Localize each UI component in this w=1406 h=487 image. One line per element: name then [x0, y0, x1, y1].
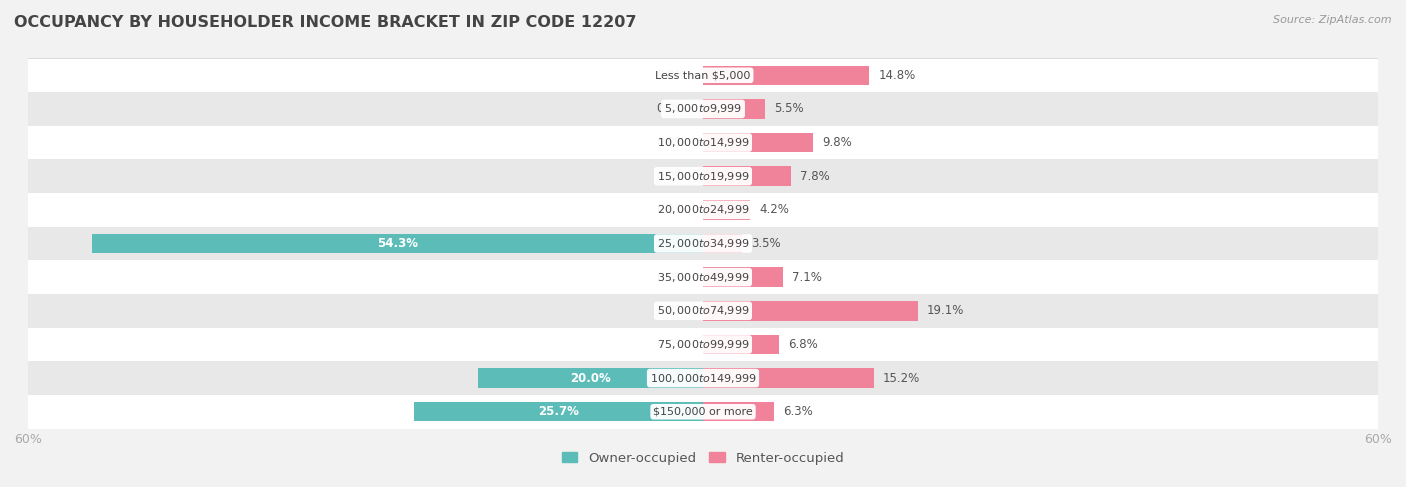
Bar — [413, 402, 703, 421]
Bar — [28, 328, 1378, 361]
Text: 3.5%: 3.5% — [751, 237, 780, 250]
Bar — [28, 294, 1378, 328]
Bar — [703, 301, 918, 320]
Text: 0.0%: 0.0% — [657, 338, 686, 351]
Bar — [703, 167, 790, 186]
Bar — [703, 368, 875, 388]
Text: 9.8%: 9.8% — [823, 136, 852, 149]
Bar — [703, 335, 779, 354]
Text: $50,000 to $74,999: $50,000 to $74,999 — [657, 304, 749, 318]
Text: 7.8%: 7.8% — [800, 169, 830, 183]
Text: 0.0%: 0.0% — [657, 69, 686, 82]
Text: 7.1%: 7.1% — [792, 271, 821, 283]
Text: 0.0%: 0.0% — [657, 102, 686, 115]
Text: $150,000 or more: $150,000 or more — [654, 407, 752, 417]
Text: 25.7%: 25.7% — [538, 405, 579, 418]
Bar — [28, 226, 1378, 261]
Text: $10,000 to $14,999: $10,000 to $14,999 — [657, 136, 749, 149]
Bar — [28, 361, 1378, 395]
Text: $25,000 to $34,999: $25,000 to $34,999 — [657, 237, 749, 250]
Bar — [703, 99, 765, 119]
Text: $20,000 to $24,999: $20,000 to $24,999 — [657, 204, 749, 216]
Bar — [703, 402, 773, 421]
Bar — [703, 234, 742, 253]
Text: 5.5%: 5.5% — [773, 102, 803, 115]
Text: $35,000 to $49,999: $35,000 to $49,999 — [657, 271, 749, 283]
Text: 15.2%: 15.2% — [883, 372, 920, 385]
Bar — [93, 234, 703, 253]
Text: 0.0%: 0.0% — [657, 169, 686, 183]
Legend: Owner-occupied, Renter-occupied: Owner-occupied, Renter-occupied — [557, 447, 849, 470]
Bar — [28, 193, 1378, 226]
Bar — [703, 66, 869, 85]
Bar — [28, 395, 1378, 429]
Text: 0.0%: 0.0% — [657, 136, 686, 149]
Bar — [28, 159, 1378, 193]
Text: Source: ZipAtlas.com: Source: ZipAtlas.com — [1274, 15, 1392, 25]
Text: 4.2%: 4.2% — [759, 204, 789, 216]
Text: 54.3%: 54.3% — [377, 237, 418, 250]
Text: 14.8%: 14.8% — [879, 69, 915, 82]
Text: 6.3%: 6.3% — [783, 405, 813, 418]
Text: 20.0%: 20.0% — [571, 372, 610, 385]
Bar — [28, 92, 1378, 126]
Text: $75,000 to $99,999: $75,000 to $99,999 — [657, 338, 749, 351]
Text: 0.0%: 0.0% — [657, 304, 686, 318]
Text: OCCUPANCY BY HOUSEHOLDER INCOME BRACKET IN ZIP CODE 12207: OCCUPANCY BY HOUSEHOLDER INCOME BRACKET … — [14, 15, 637, 30]
Text: 19.1%: 19.1% — [927, 304, 965, 318]
Text: Less than $5,000: Less than $5,000 — [655, 70, 751, 80]
Bar — [28, 58, 1378, 92]
Bar — [28, 126, 1378, 159]
Text: 0.0%: 0.0% — [657, 271, 686, 283]
Text: 0.0%: 0.0% — [657, 204, 686, 216]
Text: $5,000 to $9,999: $5,000 to $9,999 — [664, 102, 742, 115]
Bar — [478, 368, 703, 388]
Bar — [28, 261, 1378, 294]
Text: 6.8%: 6.8% — [789, 338, 818, 351]
Text: $100,000 to $149,999: $100,000 to $149,999 — [650, 372, 756, 385]
Bar — [703, 200, 751, 220]
Bar — [703, 267, 783, 287]
Text: $15,000 to $19,999: $15,000 to $19,999 — [657, 169, 749, 183]
Bar — [703, 133, 813, 152]
